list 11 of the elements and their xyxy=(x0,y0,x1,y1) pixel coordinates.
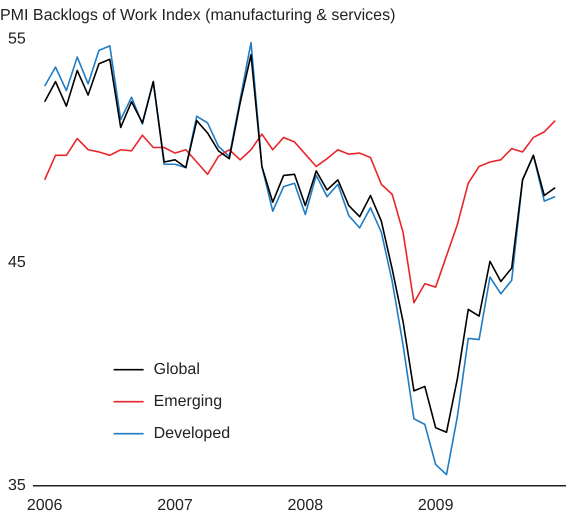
x-tick-label: 2008 xyxy=(288,496,324,514)
y-tick-label: 55 xyxy=(8,30,26,48)
x-tick-label: 2007 xyxy=(157,496,193,514)
x-tick-label: 2009 xyxy=(418,496,454,514)
legend-label: Global xyxy=(154,361,200,378)
y-tick-label: 45 xyxy=(8,254,26,271)
y-tick-label: 35 xyxy=(8,477,26,494)
legend-label: Developed xyxy=(154,425,230,442)
chart-title: PMI Backlogs of Work Index (manufacturing & services) xyxy=(0,7,396,24)
x-tick-label: 2006 xyxy=(26,496,63,514)
legend-label: Emerging xyxy=(154,393,222,410)
